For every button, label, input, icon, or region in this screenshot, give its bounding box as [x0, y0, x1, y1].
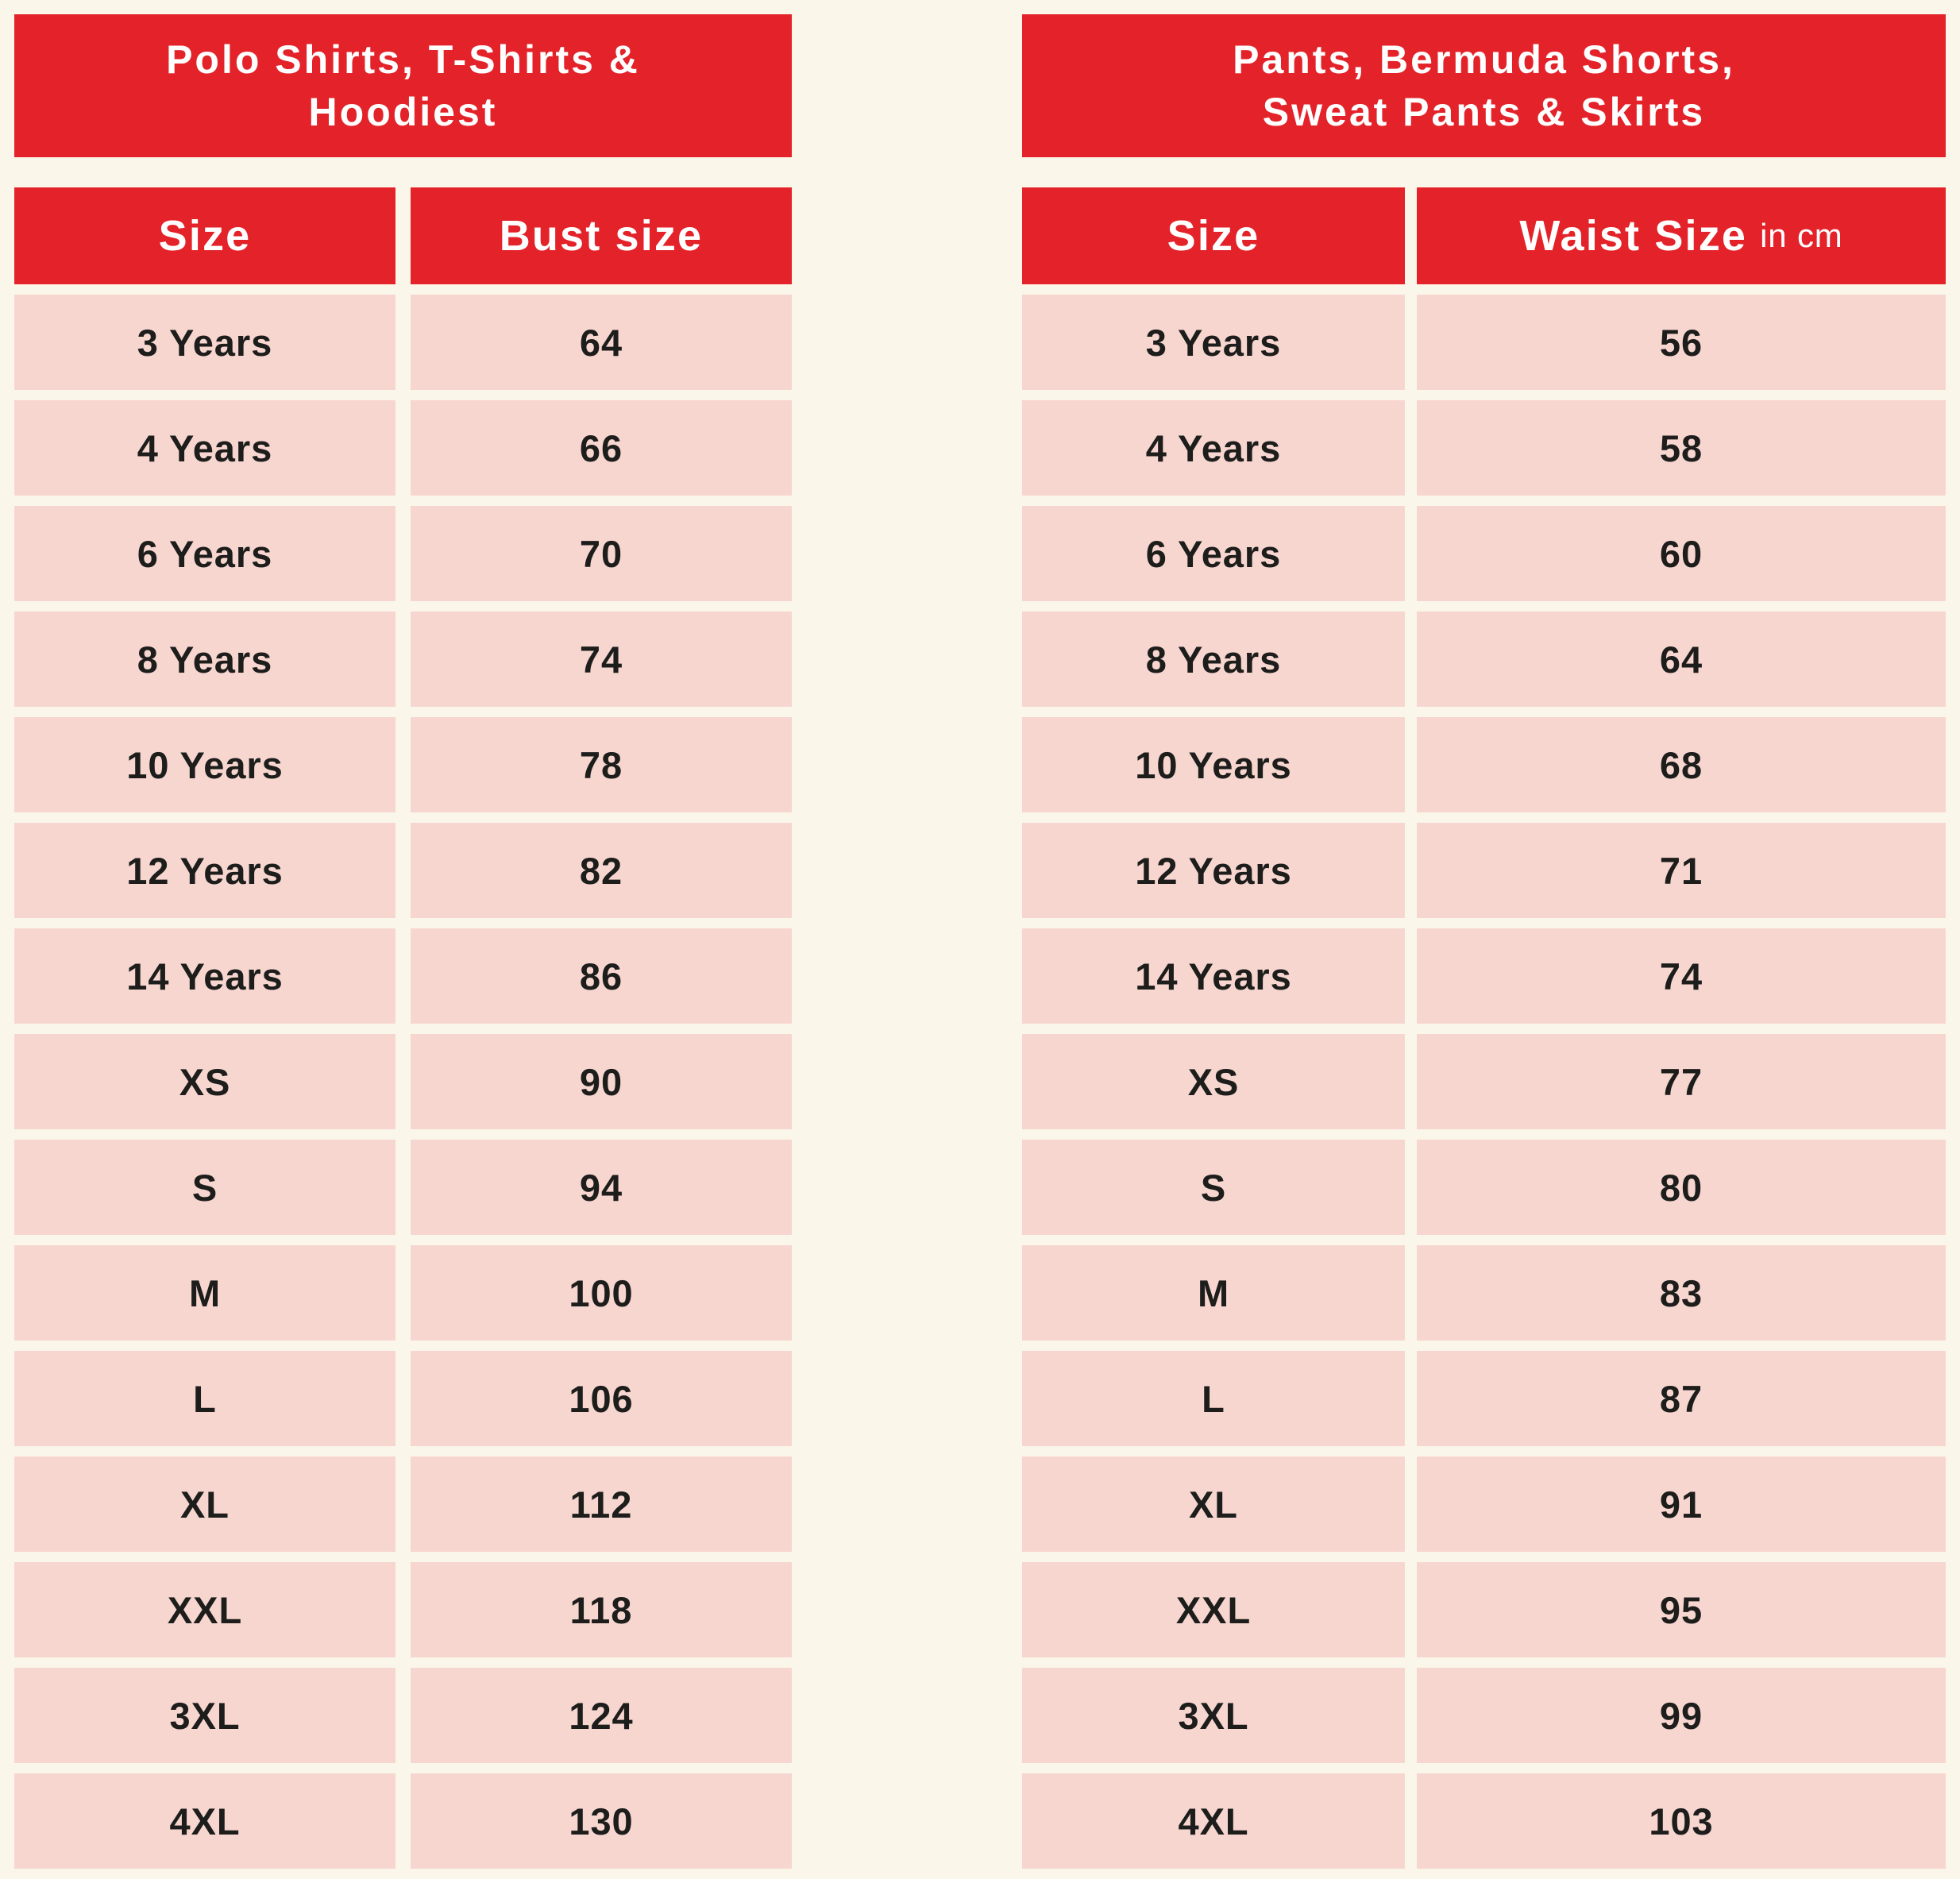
- value-cell: 112: [411, 1457, 792, 1552]
- column-header-label: Bust size: [499, 212, 704, 260]
- size-cell: 3 Years: [1022, 295, 1405, 390]
- value-cell: 80: [1417, 1140, 1946, 1235]
- table-grid: Size Waist Size in cm 3 Years 56 4 Years 58…: [1022, 187, 1946, 1869]
- value-cell: 86: [411, 928, 792, 1024]
- value-cell: 64: [1417, 612, 1946, 707]
- size-cell: XS: [1022, 1034, 1405, 1129]
- size-cell: 3XL: [14, 1668, 395, 1763]
- table-grid: Size Bust size 3 Years 64 4 Years 66 6 Years…: [14, 187, 792, 1869]
- size-cell: 12 Years: [14, 823, 395, 918]
- size-cell: 6 Years: [14, 506, 395, 601]
- value-cell: 103: [1417, 1773, 1946, 1869]
- size-cell: 10 Years: [14, 717, 395, 812]
- column-header-label: Waist Size: [1519, 212, 1748, 260]
- size-cell: L: [1022, 1351, 1405, 1446]
- size-cell: M: [1022, 1245, 1405, 1341]
- value-cell: 106: [411, 1351, 792, 1446]
- size-cell: 4 Years: [1022, 400, 1405, 496]
- size-cell: S: [1022, 1140, 1405, 1235]
- value-cell: 82: [411, 823, 792, 918]
- value-cell: 99: [1417, 1668, 1946, 1763]
- size-cell: 3 Years: [14, 295, 395, 390]
- value-cell: 64: [411, 295, 792, 390]
- size-table-bottoms: Pants, Bermuda Shorts, Sweat Pants & Ski…: [1022, 14, 1946, 1879]
- table-title-line: Sweat Pants & Skirts: [1262, 90, 1706, 134]
- value-cell: 124: [411, 1668, 792, 1763]
- value-cell: 74: [411, 612, 792, 707]
- value-cell: 60: [1417, 506, 1946, 601]
- value-cell: 95: [1417, 1562, 1946, 1657]
- column-header-waist-size: Waist Size in cm: [1417, 187, 1946, 284]
- size-cell: XXL: [1022, 1562, 1405, 1657]
- value-cell: 78: [411, 717, 792, 812]
- column-header-size: Size: [1022, 187, 1405, 284]
- size-table-tops: Polo Shirts, T-Shirts & Hoodiest Size Bu…: [14, 14, 792, 1879]
- column-header-label: Size: [1167, 212, 1260, 260]
- value-cell: 56: [1417, 295, 1946, 390]
- value-cell: 118: [411, 1562, 792, 1657]
- value-cell: 71: [1417, 823, 1946, 918]
- size-cell: XXL: [14, 1562, 395, 1657]
- value-cell: 100: [411, 1245, 792, 1341]
- size-cell: L: [14, 1351, 395, 1446]
- table-title-line: Pants, Bermuda Shorts,: [1233, 37, 1735, 82]
- size-cell: 4XL: [1022, 1773, 1405, 1869]
- size-cell: M: [14, 1245, 395, 1341]
- value-cell: 91: [1417, 1457, 1946, 1552]
- size-cell: 12 Years: [1022, 823, 1405, 918]
- table-title: Pants, Bermuda Shorts, Sweat Pants & Ski…: [1022, 14, 1946, 157]
- table-title: Polo Shirts, T-Shirts & Hoodiest: [14, 14, 792, 157]
- size-cell: 10 Years: [1022, 717, 1405, 812]
- value-cell: 68: [1417, 717, 1946, 812]
- size-cell: XL: [14, 1457, 395, 1552]
- value-cell: 130: [411, 1773, 792, 1869]
- size-cell: 14 Years: [14, 928, 395, 1024]
- size-cell: XL: [1022, 1457, 1405, 1552]
- column-header-bust-size: Bust size: [411, 187, 792, 284]
- size-cell: 6 Years: [1022, 506, 1405, 601]
- size-cell: S: [14, 1140, 395, 1235]
- size-cell: XS: [14, 1034, 395, 1129]
- value-cell: 58: [1417, 400, 1946, 496]
- value-cell: 74: [1417, 928, 1946, 1024]
- unit-label: in cm: [1760, 217, 1843, 254]
- value-cell: 87: [1417, 1351, 1946, 1446]
- size-cell: 14 Years: [1022, 928, 1405, 1024]
- value-cell: 83: [1417, 1245, 1946, 1341]
- size-cell: 8 Years: [1022, 612, 1405, 707]
- value-cell: 70: [411, 506, 792, 601]
- value-cell: 77: [1417, 1034, 1946, 1129]
- table-title-line: Polo Shirts, T-Shirts &: [166, 37, 640, 82]
- value-cell: 90: [411, 1034, 792, 1129]
- column-header-size: Size: [14, 187, 395, 284]
- size-cell: 4 Years: [14, 400, 395, 496]
- size-cell: 8 Years: [14, 612, 395, 707]
- size-cell: 3XL: [1022, 1668, 1405, 1763]
- size-cell: 4XL: [14, 1773, 395, 1869]
- value-cell: 94: [411, 1140, 792, 1235]
- value-cell: 66: [411, 400, 792, 496]
- column-header-label: Size: [158, 212, 252, 260]
- table-title-line: Hoodiest: [308, 90, 498, 134]
